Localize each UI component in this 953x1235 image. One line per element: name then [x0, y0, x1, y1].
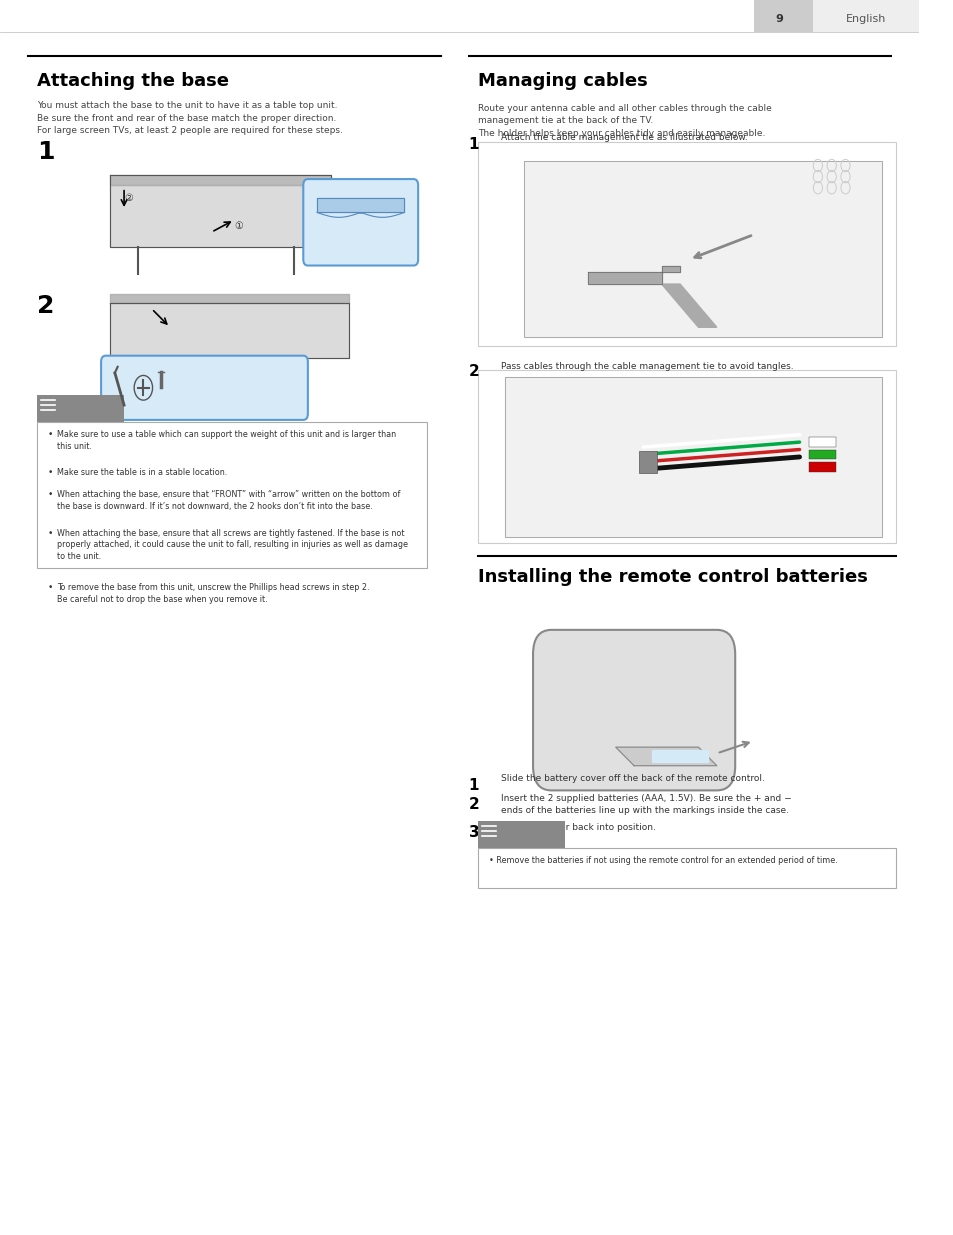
Text: Insert the 2 supplied batteries (AAA, 1.5V). Be sure the + and −
ends of the bat: Insert the 2 supplied batteries (AAA, 1.… [500, 794, 791, 815]
Polygon shape [111, 303, 349, 358]
Text: •: • [48, 468, 53, 477]
Text: 1: 1 [468, 137, 478, 152]
Text: Route your antenna cable and all other cables through the cable
management tie a: Route your antenna cable and all other c… [477, 104, 771, 138]
Polygon shape [523, 161, 882, 337]
Polygon shape [615, 747, 716, 766]
Text: 9: 9 [775, 14, 782, 25]
Text: •: • [48, 430, 53, 438]
Text: Slide the cover back into position.: Slide the cover back into position. [500, 823, 655, 831]
Polygon shape [588, 266, 679, 284]
FancyBboxPatch shape [477, 370, 895, 543]
Polygon shape [111, 294, 349, 303]
Text: 1: 1 [37, 140, 54, 163]
Text: 1: 1 [468, 778, 478, 793]
FancyBboxPatch shape [533, 630, 735, 790]
Text: Managing cables: Managing cables [477, 72, 647, 90]
Bar [37, 395, 124, 422]
FancyBboxPatch shape [101, 356, 308, 420]
Text: 2: 2 [468, 797, 479, 811]
Text: To remove the base from this unit, unscrew the Phillips head screws in step 2.
B: To remove the base from this unit, unscr… [57, 583, 369, 604]
Text: Make sure the table is in a stable location.: Make sure the table is in a stable locat… [57, 468, 227, 477]
Text: Attach the cable management tie as illustrated below.: Attach the cable management tie as illus… [500, 133, 747, 142]
Text: 2: 2 [468, 364, 479, 379]
Text: When attaching the base, ensure that “FRONT” with “arrow” written on the bottom : When attaching the base, ensure that “FR… [57, 490, 400, 511]
Text: Pass cables through the cable management tie to avoid tangles.: Pass cables through the cable management… [500, 362, 793, 370]
Text: 2: 2 [37, 294, 54, 317]
Text: 3: 3 [468, 825, 478, 840]
Text: 32”/26” × 3: 32”/26” × 3 [158, 373, 236, 387]
Text: ②: ② [124, 193, 132, 203]
Polygon shape [111, 175, 331, 185]
Text: Installing the remote control batteries: Installing the remote control batteries [477, 568, 867, 587]
Polygon shape [316, 198, 404, 212]
Text: •: • [48, 529, 53, 537]
FancyBboxPatch shape [477, 848, 895, 888]
FancyBboxPatch shape [477, 142, 895, 346]
FancyBboxPatch shape [303, 179, 417, 266]
Text: Make sure to use a table which can support the weight of this unit and is larger: Make sure to use a table which can suppo… [57, 430, 395, 451]
Bar [639, 451, 657, 473]
Bar [808, 450, 836, 459]
Bar [753, 0, 813, 32]
Text: You must attach the base to the unit to have it as a table top unit.
Be sure the: You must attach the base to the unit to … [37, 101, 342, 136]
Text: •: • [48, 490, 53, 499]
Bar [808, 462, 836, 472]
Bar [808, 437, 836, 447]
Text: English: English [844, 14, 885, 25]
Polygon shape [661, 284, 716, 327]
Text: 22” × 2: 22” × 2 [179, 384, 230, 398]
Polygon shape [505, 377, 882, 537]
Text: Note: Note [64, 400, 91, 410]
Polygon shape [111, 185, 331, 247]
FancyBboxPatch shape [37, 422, 427, 568]
Text: Slide the battery cover off the back of the remote control.: Slide the battery cover off the back of … [500, 774, 764, 783]
Polygon shape [652, 750, 707, 762]
Text: Note: Note [505, 829, 531, 839]
Bar [477, 821, 564, 848]
Text: When attaching the base, ensure that all screws are tightly fastened. If the bas: When attaching the base, ensure that all… [57, 529, 408, 561]
Text: ①: ① [234, 221, 243, 231]
Text: • Remove the batteries if not using the remote control for an extended period of: • Remove the batteries if not using the … [488, 856, 837, 864]
Text: Attaching the base: Attaching the base [37, 72, 229, 90]
Bar [813, 0, 918, 32]
Text: •: • [48, 583, 53, 592]
